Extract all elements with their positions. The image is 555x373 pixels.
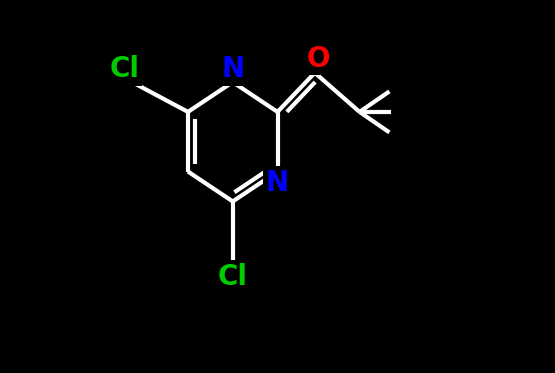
Text: Cl: Cl [218,263,248,291]
Text: N: N [266,169,289,197]
Text: N: N [221,55,244,83]
Text: O: O [307,44,330,73]
Text: Cl: Cl [109,55,139,83]
